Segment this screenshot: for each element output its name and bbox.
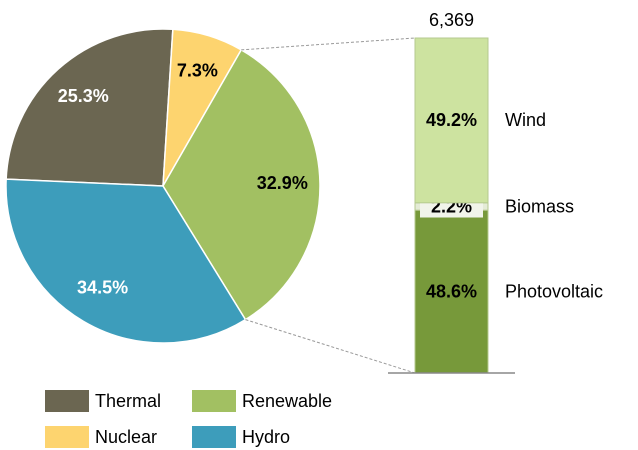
pie-slice — [5, 178, 247, 344]
bar-value-label: 49.2% — [426, 110, 477, 130]
legend-swatch — [45, 390, 89, 412]
series-label: Photovoltaic — [505, 281, 603, 301]
bar-segment — [414, 37, 489, 204]
pie-slice — [5, 28, 174, 187]
legend-label: Thermal — [95, 391, 161, 411]
legend-swatch — [192, 390, 236, 412]
bar-total-label: 6,369 — [429, 10, 474, 30]
bar-segment — [414, 209, 489, 374]
pie-slice — [162, 48, 321, 321]
series-label: Wind — [505, 110, 546, 130]
legend-swatch — [45, 426, 89, 448]
legend-swatch — [192, 426, 236, 448]
legend-label: Nuclear — [95, 427, 157, 447]
pie-value-label: 34.5% — [77, 278, 128, 298]
pie-value-label: 32.9% — [257, 173, 308, 193]
connector — [241, 37, 416, 51]
series-label: Biomass — [505, 196, 574, 216]
legend-label: Renewable — [242, 391, 332, 411]
bar-value-label: 48.6% — [426, 281, 477, 301]
pie-value-label: 25.3% — [58, 86, 109, 106]
connector — [245, 319, 416, 374]
legend-label: Hydro — [242, 427, 290, 447]
pie-value-label: 7.3% — [177, 60, 218, 80]
